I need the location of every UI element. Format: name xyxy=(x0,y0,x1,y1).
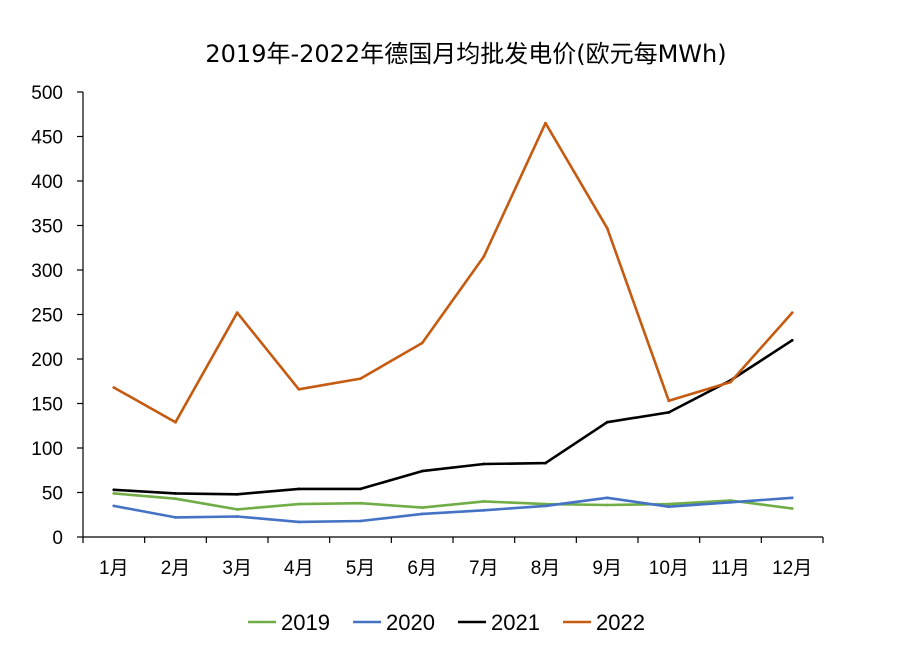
data-point-2022 xyxy=(235,311,239,315)
y-tick-label: 400 xyxy=(31,172,63,193)
chart-title: 2019年-2022年德国月均批发电价(欧元每MWh) xyxy=(205,40,726,68)
data-point-2019 xyxy=(235,508,239,511)
data-point-2021 xyxy=(667,411,671,414)
x-tick-label: 3月 xyxy=(222,558,252,579)
data-point-2019 xyxy=(667,502,671,506)
data-point-2020 xyxy=(729,500,732,504)
data-point-2021 xyxy=(112,488,116,492)
y-axis: 0 50 100 150 200 250 300 350 400 450 500 xyxy=(31,83,84,549)
legend-label-2022: 2022 xyxy=(596,610,645,635)
data-point-2021 xyxy=(544,461,547,465)
y-tick-label: 150 xyxy=(31,395,63,416)
data-point-2021 xyxy=(297,487,301,491)
x-tick-label: 1月 xyxy=(99,558,129,579)
data-point-2022 xyxy=(667,399,671,403)
x-tick-label: 6月 xyxy=(407,558,437,579)
x-tick-label: 9月 xyxy=(592,558,622,579)
legend-label-2021: 2021 xyxy=(491,610,540,635)
data-point-2021 xyxy=(482,462,486,466)
legend-label-2019: 2019 xyxy=(281,610,330,635)
data-point-2022 xyxy=(605,226,609,230)
data-point-2020 xyxy=(297,520,301,524)
y-tick-label: 200 xyxy=(31,350,63,371)
y-tick-label: 50 xyxy=(42,484,63,505)
data-point-2020 xyxy=(174,516,177,519)
data-point-2019 xyxy=(420,506,424,509)
data-point-2020 xyxy=(544,504,547,508)
series-line-2021 xyxy=(113,339,793,496)
data-point-2022 xyxy=(112,386,116,389)
data-point-2020 xyxy=(420,512,424,516)
data-point-2022 xyxy=(359,377,362,380)
data-point-2021 xyxy=(605,420,609,424)
data-point-2019 xyxy=(297,502,301,506)
data-point-2020 xyxy=(359,519,362,523)
x-tick-label: 8月 xyxy=(531,558,561,579)
data-point-2022 xyxy=(729,380,732,384)
data-point-2020 xyxy=(790,496,794,500)
data-point-2019 xyxy=(359,501,362,505)
data-point-2019 xyxy=(482,500,486,503)
x-axis: 1月 2月 3月 4月 5月 6月 7月 8月 9月 10月 11月 12月 xyxy=(82,536,824,579)
data-point-2019 xyxy=(112,492,116,495)
series-line-2022 xyxy=(113,121,794,424)
data-point-2020 xyxy=(605,496,609,500)
data-point-2020 xyxy=(112,504,116,508)
x-tick-label: 10月 xyxy=(649,558,689,579)
legend: 2019 2020 2021 2022 xyxy=(248,610,645,635)
data-point-2021 xyxy=(235,492,239,496)
data-point-2022 xyxy=(297,387,301,391)
y-tick-label: 100 xyxy=(31,439,63,460)
y-tick-label: 300 xyxy=(31,261,63,282)
data-point-2022 xyxy=(482,255,486,258)
x-tick-label: 12月 xyxy=(772,558,812,579)
series-line-2019 xyxy=(113,492,793,511)
x-tick-label: 2月 xyxy=(161,558,191,579)
data-point-2020 xyxy=(482,508,486,512)
y-tick-label: 450 xyxy=(31,128,63,149)
x-tick-label: 5月 xyxy=(346,558,376,579)
y-tick-label: 500 xyxy=(31,83,63,104)
series-line-2020 xyxy=(113,496,793,524)
data-point-2021 xyxy=(359,487,362,491)
y-tick-label: 350 xyxy=(31,217,63,238)
x-tick-label: 7月 xyxy=(469,558,499,579)
data-point-2019 xyxy=(174,497,177,501)
data-point-2021 xyxy=(420,469,424,473)
data-point-2020 xyxy=(667,505,671,509)
data-point-2021 xyxy=(790,338,794,342)
data-point-2020 xyxy=(235,515,239,518)
legend-label-2020: 2020 xyxy=(386,610,435,635)
data-point-2019 xyxy=(605,503,609,507)
y-tick-label: 0 xyxy=(52,528,63,549)
series-lines xyxy=(112,121,794,524)
data-point-2022 xyxy=(174,420,177,424)
data-point-2022 xyxy=(790,311,794,315)
data-point-2022 xyxy=(420,341,424,345)
data-point-2022 xyxy=(544,121,547,125)
data-point-2021 xyxy=(174,492,177,495)
y-tick-label: 250 xyxy=(31,306,63,327)
x-tick-label: 4月 xyxy=(284,558,314,579)
data-point-2019 xyxy=(790,507,794,510)
x-tick-label: 11月 xyxy=(711,558,750,579)
